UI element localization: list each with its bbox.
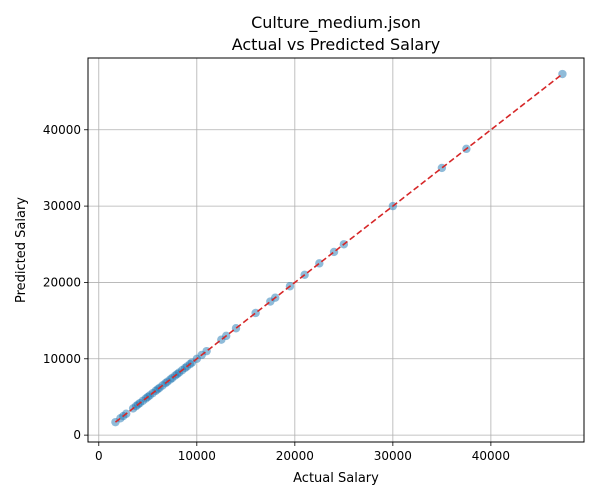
x-tick-label: 0	[95, 449, 103, 463]
y-tick-label: 20000	[43, 275, 81, 289]
y-tick-label: 0	[73, 428, 81, 442]
x-axis-ticks: 0 10000 20000 30000 40000	[95, 442, 510, 463]
grid-lines	[88, 58, 584, 442]
plot-frame	[87, 57, 585, 443]
y-axis-ticks: 0 10000 20000 30000 40000	[43, 123, 88, 442]
x-tick-label: 10000	[178, 449, 216, 463]
y-tick-label: 30000	[43, 199, 81, 213]
reference-line-layer	[114, 73, 563, 423]
x-axis-label: Actual Salary	[293, 471, 379, 486]
x-tick-label: 30000	[374, 449, 412, 463]
y-tick-label: 10000	[43, 352, 81, 366]
x-tick-label: 40000	[472, 449, 510, 463]
reference-line	[114, 73, 563, 423]
y-axis-label: Predicted Salary	[14, 197, 29, 303]
x-tick-label: 20000	[276, 449, 314, 463]
y-tick-label: 40000	[43, 123, 81, 137]
chart-subtitle: Actual vs Predicted Salary	[232, 35, 441, 54]
chart-title: Culture_medium.json	[251, 13, 421, 33]
